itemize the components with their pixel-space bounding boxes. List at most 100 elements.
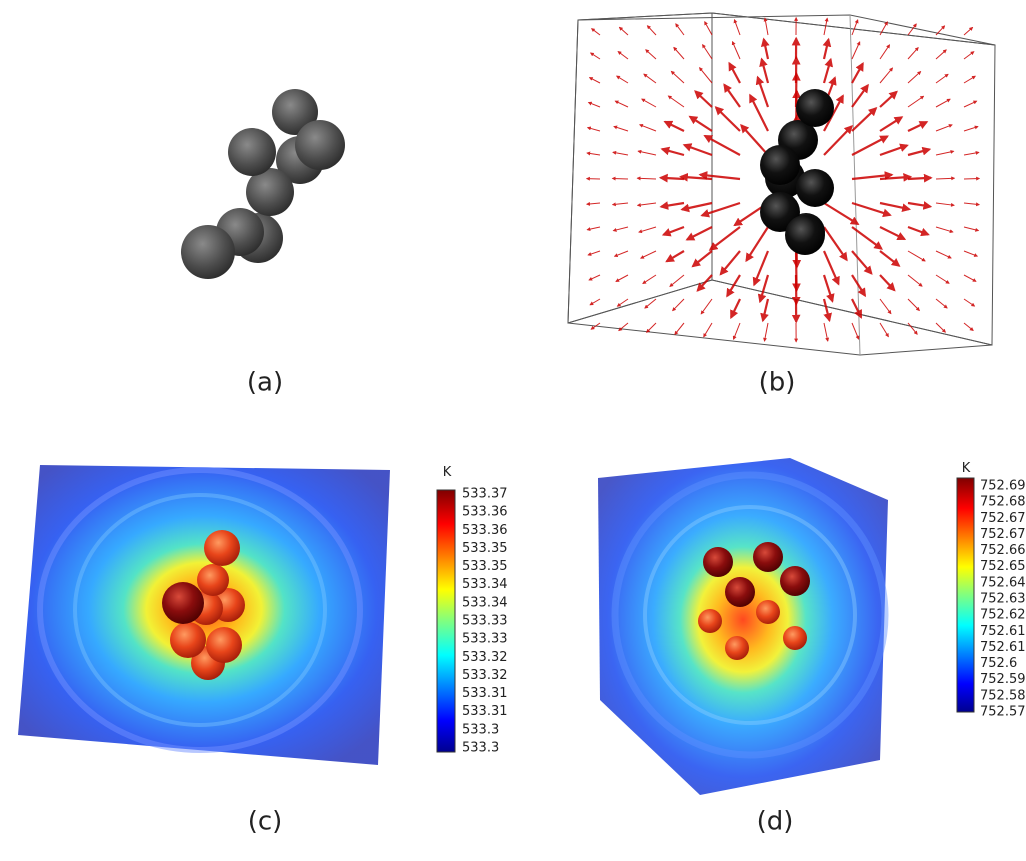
field-arrow	[879, 44, 891, 60]
field-arrow	[879, 21, 888, 36]
field-arrow	[661, 225, 685, 237]
colorbar	[956, 477, 975, 713]
colorbar-tick-label: 752.57	[980, 705, 1026, 720]
colorbar-tick-label: 752.59	[980, 672, 1026, 687]
field-arrow	[935, 73, 949, 84]
field-arrow	[679, 172, 713, 182]
colorbar-unit: K	[443, 465, 452, 480]
field-arrow	[879, 298, 892, 315]
field-arrow	[733, 18, 741, 36]
field-arrow	[907, 146, 932, 157]
field-arrow	[879, 250, 901, 267]
field-arrow	[907, 121, 929, 132]
colorbar-ticks: 752.69752.68752.67752.67752.66752.65752.…	[980, 479, 1026, 720]
field-arrow	[590, 28, 601, 36]
field-arrow	[963, 250, 979, 257]
colorbar-tick-label: 752.67	[980, 511, 1026, 526]
field-arrow	[714, 106, 741, 132]
field-arrow	[700, 298, 713, 315]
field-arrow	[907, 95, 925, 108]
field-arrow	[645, 49, 657, 60]
colorbar-tick-label: 533.34	[462, 577, 508, 592]
field-arrow	[907, 201, 933, 210]
field-arrow	[615, 274, 629, 282]
field-arrow	[660, 146, 685, 157]
field-arrow	[907, 46, 919, 60]
field-arrow	[702, 43, 713, 60]
field-arrow	[851, 62, 864, 84]
field-arrow	[763, 17, 769, 36]
field-arrow	[612, 226, 629, 232]
field-arrow	[726, 274, 741, 298]
colorbar-tick-label: 533.33	[462, 614, 508, 629]
panel-label: (d)	[757, 807, 794, 837]
colorbar-tick-label: 752.64	[980, 575, 1026, 590]
colorbar-tick-label: 752.61	[980, 624, 1026, 639]
field-arrow	[851, 250, 873, 275]
field-arrow	[935, 298, 948, 309]
colorbar-tick-label: 533.37	[462, 487, 508, 502]
field-arrow	[636, 202, 657, 207]
field-arrow	[586, 151, 601, 156]
field-arrow	[823, 202, 860, 226]
field-arrow	[749, 93, 769, 132]
field-arrow	[613, 250, 629, 258]
field-arrow	[851, 201, 892, 218]
field-arrow	[907, 23, 917, 36]
colorbar-unit: K	[962, 461, 971, 476]
field-arrow	[851, 274, 867, 298]
field-arrow	[935, 250, 952, 259]
field-arrow	[759, 57, 770, 84]
field-arrow	[963, 176, 981, 181]
field-arrow	[696, 274, 713, 292]
field-arrow	[963, 298, 976, 307]
panel-label: (a)	[247, 368, 283, 398]
field-arrow	[752, 250, 770, 287]
colorbar-tick-label: 533.35	[462, 541, 508, 556]
field-arrow	[879, 172, 913, 182]
field-arrow	[680, 201, 713, 213]
field-arrow	[685, 226, 713, 241]
field-arrow	[613, 125, 629, 132]
field-arrow	[730, 298, 741, 320]
field-arrow	[639, 123, 657, 132]
field-arrow	[822, 298, 832, 323]
colorbar-tick-label: 752.66	[980, 543, 1026, 558]
colorbar	[436, 489, 456, 753]
field-arrow	[879, 201, 911, 213]
field-arrow	[587, 101, 601, 108]
field-arrow	[589, 298, 601, 306]
field-arrow	[673, 46, 685, 60]
temperature-field-d	[598, 458, 889, 795]
field-arrow	[963, 150, 980, 156]
field-arrow	[699, 67, 713, 84]
field-arrow	[907, 298, 920, 312]
field-arrow	[745, 226, 769, 263]
field-arrow	[658, 173, 685, 183]
field-arrow	[963, 26, 974, 36]
molecule-b	[760, 89, 834, 255]
field-arrow	[641, 98, 657, 108]
field-arrow	[879, 67, 894, 84]
field-arrow	[672, 298, 685, 312]
field-arrow	[851, 322, 860, 340]
field-arrow	[963, 75, 976, 84]
colorbar-tick-label: 752.58	[980, 688, 1026, 703]
colorbar-tick-label: 752.62	[980, 608, 1026, 623]
field-arrow	[935, 202, 955, 207]
field-arrow	[688, 115, 713, 132]
field-arrow	[590, 322, 601, 330]
colorbar-tick-label: 533.34	[462, 595, 508, 610]
field-arrow	[588, 77, 601, 84]
field-arrow	[822, 57, 834, 84]
field-arrow	[586, 126, 601, 132]
field-arrow	[640, 250, 657, 259]
colorbar-tick-label: 533.35	[462, 559, 508, 574]
field-arrow	[642, 274, 657, 284]
field-arrow	[643, 73, 657, 84]
molecule-a	[181, 89, 345, 279]
field-arrow	[822, 37, 832, 60]
field-arrow	[723, 83, 741, 108]
field-arrow	[879, 274, 896, 292]
field-arrow	[740, 123, 769, 156]
